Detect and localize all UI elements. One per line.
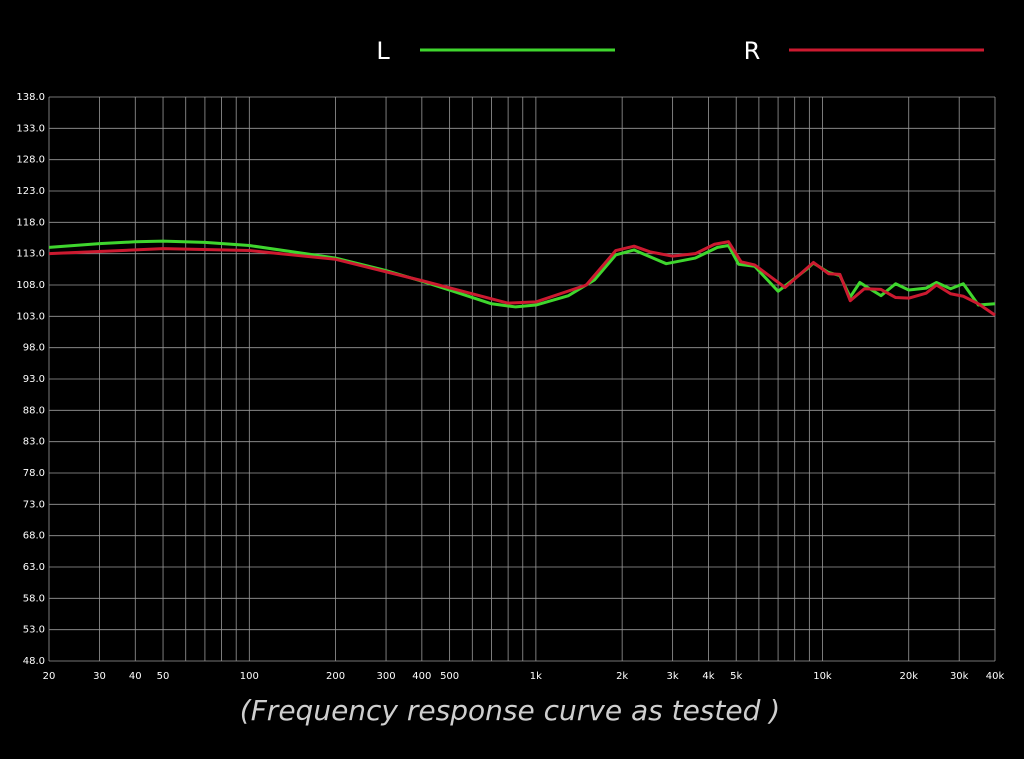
x-tick-label: 20k — [899, 671, 918, 682]
x-tick-label: 20 — [43, 671, 56, 682]
x-tick-label: 4k — [702, 671, 714, 682]
y-tick-label: 118.0 — [16, 217, 45, 228]
x-tick-label: 300 — [376, 671, 395, 682]
legend-label: R — [744, 37, 761, 65]
x-tick-label: 50 — [157, 671, 170, 682]
y-tick-label: 68.0 — [23, 531, 45, 542]
x-tick-label: 40k — [986, 671, 1005, 682]
y-tick-label: 108.0 — [16, 280, 45, 291]
x-tick-label: 1k — [530, 671, 542, 682]
y-tick-label: 113.0 — [16, 249, 45, 260]
y-tick-label: 128.0 — [16, 155, 45, 166]
y-tick-label: 63.0 — [23, 562, 45, 573]
series-line — [48, 240, 996, 317]
x-tick-label: 500 — [440, 671, 459, 682]
y-tick-label: 83.0 — [23, 437, 45, 448]
y-tick-label: 133.0 — [16, 123, 45, 134]
y-tick-label: 98.0 — [23, 343, 45, 354]
y-tick-label: 53.0 — [23, 625, 45, 636]
x-tick-label: 200 — [326, 671, 345, 682]
y-tick-label: 48.0 — [23, 656, 45, 667]
x-tick-label: 10k — [813, 671, 832, 682]
x-axis-label: (Frequency response curve as tested ) — [240, 694, 780, 727]
x-tick-label: 100 — [240, 671, 259, 682]
legend-label: L — [376, 37, 390, 65]
y-tick-label: 73.0 — [23, 499, 45, 510]
y-tick-label: 138.0 — [16, 92, 45, 103]
y-tick-label: 103.0 — [16, 311, 45, 322]
y-tick-label: 58.0 — [23, 593, 45, 604]
y-tick-label: 123.0 — [16, 186, 45, 197]
y-tick-label: 78.0 — [23, 468, 45, 479]
x-tick-label: 5k — [730, 671, 742, 682]
x-tick-label: 400 — [412, 671, 431, 682]
y-tick-label: 88.0 — [23, 405, 45, 416]
y-tick-label: 93.0 — [23, 374, 45, 385]
x-tick-label: 30 — [93, 671, 106, 682]
x-tick-label: 30k — [950, 671, 969, 682]
x-tick-label: 3k — [667, 671, 679, 682]
x-tick-label: 2k — [616, 671, 628, 682]
x-tick-label: 40 — [129, 671, 142, 682]
